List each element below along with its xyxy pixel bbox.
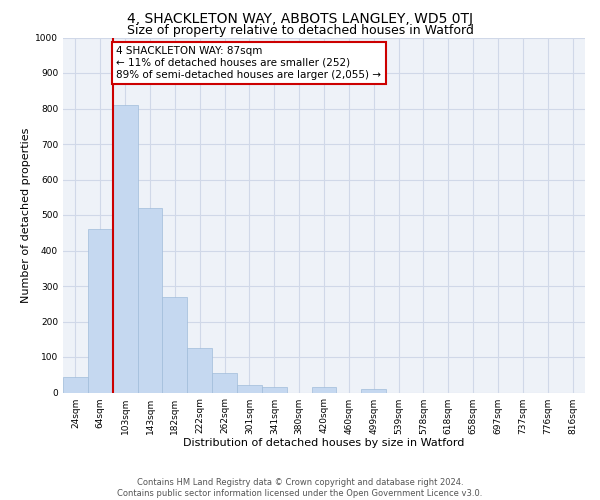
Bar [88,229,113,392]
Y-axis label: Number of detached properties: Number of detached properties [21,128,31,302]
Text: Size of property relative to detached houses in Watford: Size of property relative to detached ho… [127,24,473,37]
Bar [137,208,163,392]
Bar [311,387,337,392]
Bar [262,387,287,392]
Bar [237,386,262,392]
Bar [212,373,237,392]
Bar [113,105,137,393]
Bar [63,376,88,392]
Bar [187,348,212,393]
Text: 4, SHACKLETON WAY, ABBOTS LANGLEY, WD5 0TJ: 4, SHACKLETON WAY, ABBOTS LANGLEY, WD5 0… [127,12,473,26]
Text: Contains HM Land Registry data © Crown copyright and database right 2024.
Contai: Contains HM Land Registry data © Crown c… [118,478,482,498]
X-axis label: Distribution of detached houses by size in Watford: Distribution of detached houses by size … [184,438,464,448]
Text: 4 SHACKLETON WAY: 87sqm
← 11% of detached houses are smaller (252)
89% of semi-d: 4 SHACKLETON WAY: 87sqm ← 11% of detache… [116,46,382,80]
Bar [361,389,386,392]
Bar [163,296,187,392]
